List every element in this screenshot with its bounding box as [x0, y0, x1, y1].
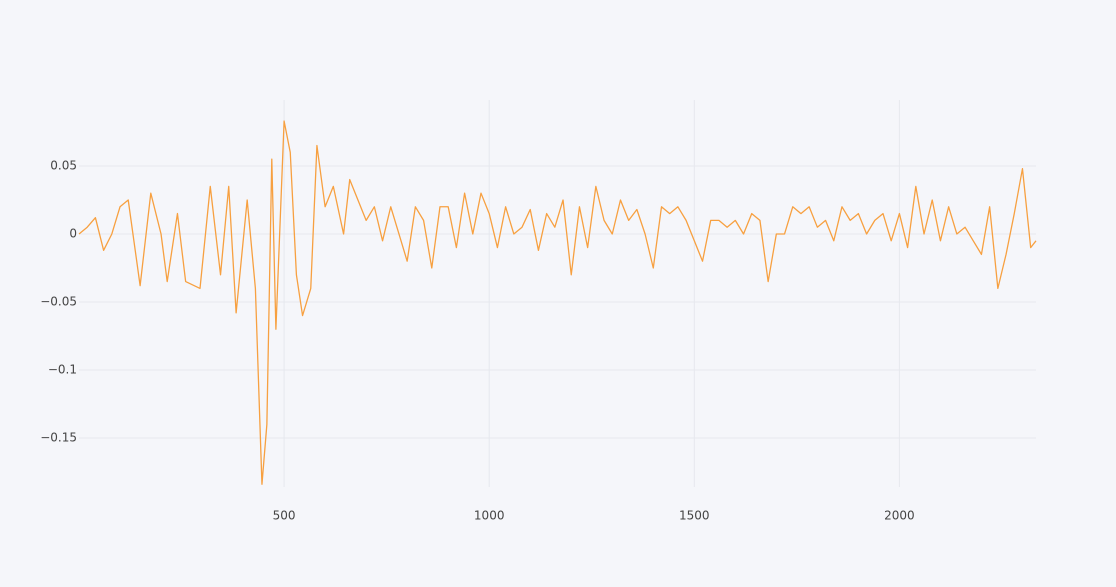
y-tick-label: −0.05 [40, 295, 77, 309]
y-tick-label: 0 [69, 226, 77, 240]
data-line [78, 120, 1037, 485]
x-tick-label: 1000 [474, 509, 505, 523]
y-tick-label: −0.1 [48, 363, 77, 377]
x-tick-label: 500 [273, 509, 296, 523]
y-tick-label: 0.05 [50, 158, 77, 172]
y-tick-label: −0.15 [40, 431, 77, 445]
x-tick-label: 1500 [679, 509, 710, 523]
x-tick-label: 2000 [884, 509, 915, 523]
